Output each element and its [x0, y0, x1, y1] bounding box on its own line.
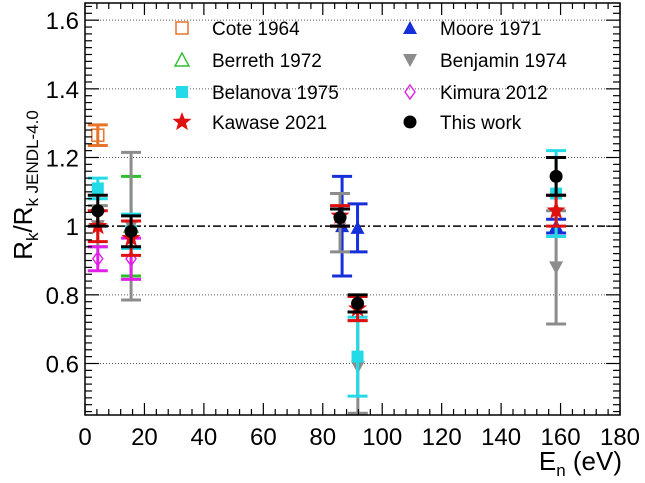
y-axis-title-main: R	[8, 241, 38, 260]
marker-filled-triangle-up	[350, 220, 365, 234]
legend: Cote 1964 Moore 1971 Berreth 1972 Benjamin …	[172, 19, 567, 134]
legend-label: Kimura 2012	[440, 83, 548, 104]
y-axis-title-sub2: k JENDL-4.0	[23, 110, 42, 206]
marker-open-diamond	[404, 83, 416, 101]
y-tick-label: 1.4	[46, 77, 79, 104]
marker-filled-triangle-down	[549, 261, 564, 275]
y-axis-title-sub1: k	[23, 232, 42, 241]
marker-filled-circle	[549, 169, 563, 183]
legend-label: Moore 1971	[440, 19, 541, 40]
y-tick-label: 1	[66, 214, 79, 241]
x-tick-label: 40	[191, 424, 218, 451]
x-tick-label: 0	[78, 424, 91, 451]
legend-label: Cote 1964	[212, 19, 300, 40]
legend-label: Belanova 1975	[212, 83, 339, 104]
marker-filled-triangle-down	[403, 54, 417, 67]
legend-label: This work	[440, 113, 522, 134]
x-axis-title: En (eV)	[539, 446, 622, 480]
y-axis-title: Rk/Rk JENDL-4.0	[8, 110, 42, 260]
legend-label: Kawase 2021	[212, 113, 327, 134]
plot-frame	[84, 2, 621, 416]
marker-filled-circle	[91, 204, 105, 218]
series-group	[87, 123, 108, 147]
x-tick-label: 120	[422, 424, 462, 451]
marker-filled-circle	[351, 296, 365, 310]
x-axis-title-suffix: (eV)	[566, 446, 622, 476]
x-tick-label: 180	[600, 424, 640, 451]
marker-filled-square	[91, 182, 104, 195]
legend-label: Berreth 1972	[212, 51, 322, 72]
x-axis-title-main: E	[539, 446, 556, 476]
y-tick-label: 0.6	[46, 352, 79, 379]
x-tick-label: 160	[541, 424, 581, 451]
marker-filled-square	[176, 86, 188, 98]
x-tick-label: 80	[309, 424, 336, 451]
marker-filled-circle	[333, 211, 347, 225]
y-axis-title-slash: /R	[8, 207, 38, 233]
data-layer	[87, 123, 567, 415]
y-tick-label: 1.6	[46, 8, 79, 35]
x-tick-label: 100	[362, 424, 402, 451]
marker-filled-circle	[403, 115, 417, 129]
marker-open-diamond	[91, 250, 104, 267]
marker-star	[546, 200, 566, 219]
x-tick-label: 20	[131, 424, 158, 451]
marker-open-triangle	[173, 51, 191, 67]
x-tick-label: 60	[250, 424, 277, 451]
series-group	[87, 156, 567, 314]
y-tick-label: 1.2	[46, 146, 79, 173]
marker-filled-square	[351, 350, 364, 363]
marker-open-square	[175, 21, 189, 35]
marker-filled-circle	[124, 224, 138, 238]
x-tick-label: 140	[481, 424, 521, 451]
tick-label-layer: 0 20 40 60 80 100 120 140 160 180 0.6 0.8 1 1.2 1.4 1.6	[46, 8, 640, 451]
y-tick-label: 0.8	[46, 283, 79, 310]
x-axis-title-sub: n	[556, 461, 565, 480]
tick-layer	[84, 3, 621, 415]
legend-label: Benjamin 1974	[440, 51, 567, 72]
marker-open-square	[91, 128, 105, 142]
marker-star	[172, 112, 192, 131]
marker-filled-triangle-up	[403, 21, 417, 34]
